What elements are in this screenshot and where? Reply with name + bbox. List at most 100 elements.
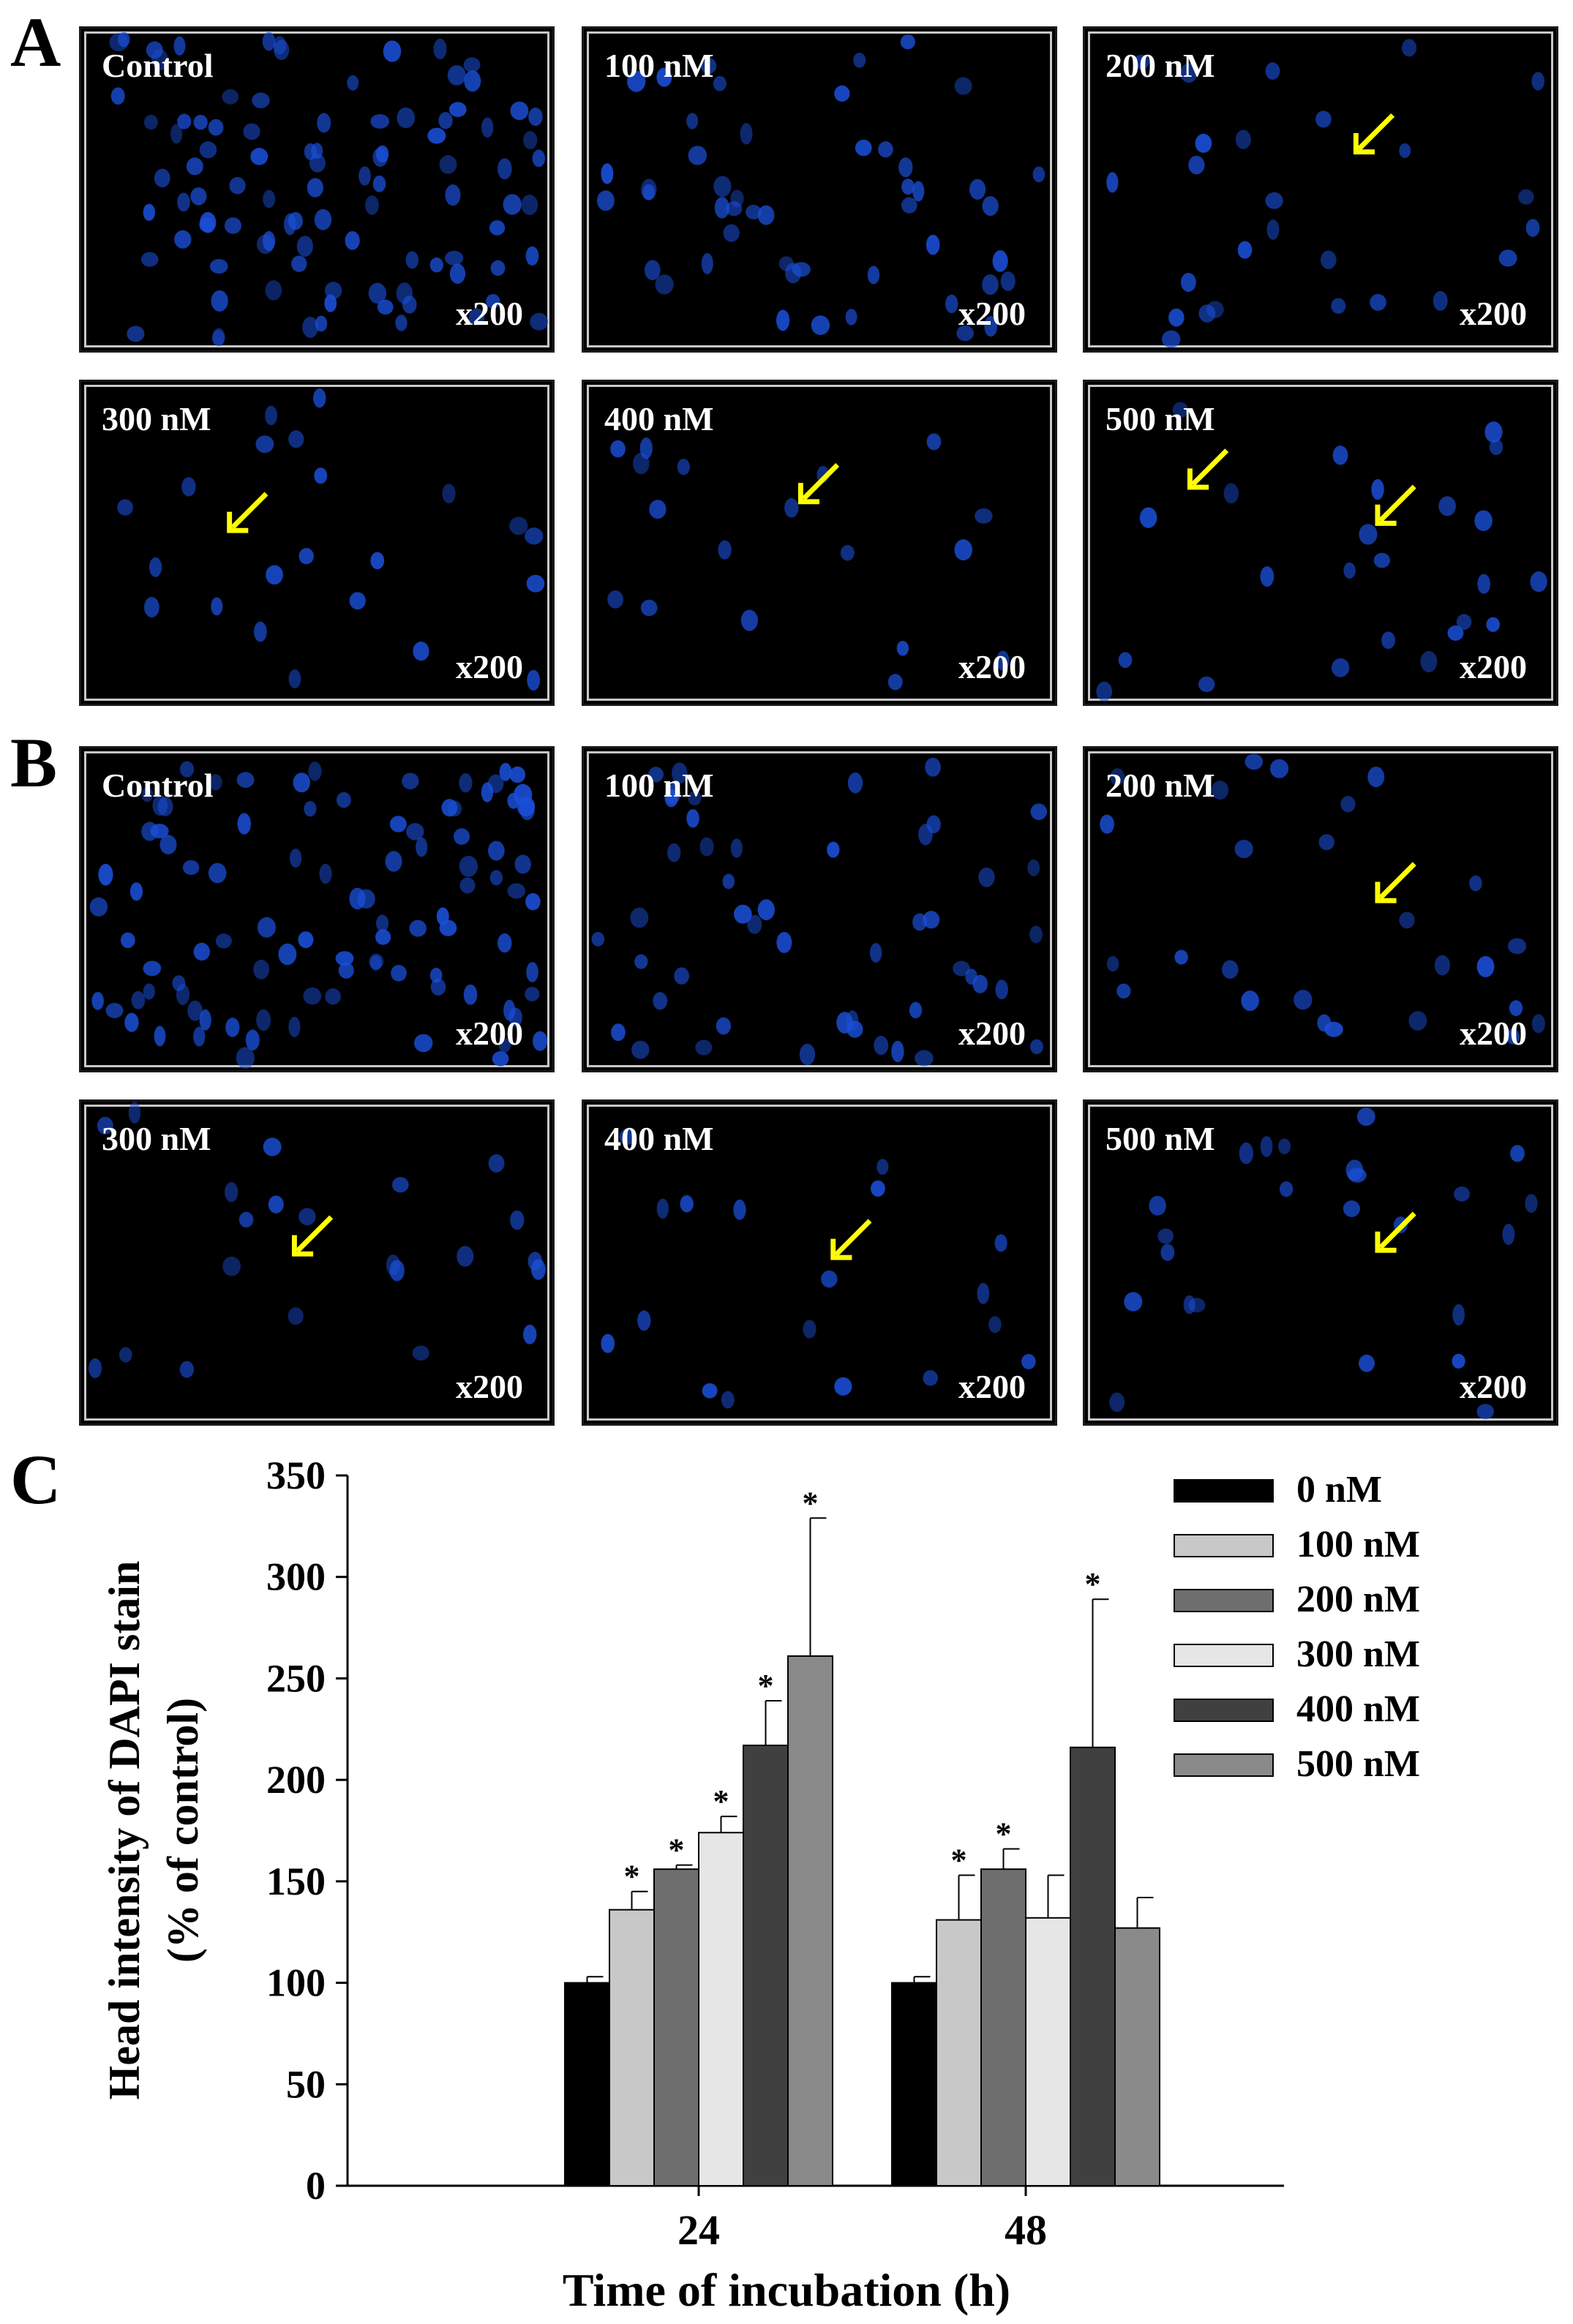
nucleus bbox=[1447, 625, 1464, 641]
nucleus bbox=[1454, 1187, 1471, 1202]
nucleus bbox=[713, 176, 732, 198]
nucleus bbox=[288, 1016, 301, 1037]
nucleus bbox=[253, 621, 267, 642]
micrograph-a-3: 200 nM x200 bbox=[1083, 26, 1558, 353]
nucleus bbox=[124, 1012, 139, 1032]
nucleus bbox=[186, 157, 203, 176]
nucleus bbox=[412, 1345, 429, 1361]
nucleus bbox=[611, 1023, 626, 1042]
nucleus bbox=[1332, 445, 1348, 465]
nucleus bbox=[377, 299, 394, 315]
nucleus bbox=[1223, 483, 1239, 504]
legend-label: 0 nM bbox=[1296, 1469, 1382, 1511]
nucleus bbox=[514, 854, 531, 874]
nucleus bbox=[109, 33, 129, 52]
nucleus bbox=[309, 154, 326, 173]
nucleus bbox=[1315, 110, 1332, 128]
nucleus bbox=[847, 772, 863, 794]
nucleus bbox=[722, 873, 735, 890]
nucleus bbox=[725, 201, 743, 217]
micrograph-b-2: 100 nM x200 bbox=[582, 746, 1057, 1072]
nucleus bbox=[1174, 949, 1188, 965]
nucleus bbox=[509, 766, 526, 783]
nucleus bbox=[257, 917, 276, 938]
nucleus bbox=[531, 1259, 546, 1280]
nucleus bbox=[140, 252, 159, 267]
bar bbox=[653, 1868, 699, 2186]
legend-label: 100 nM bbox=[1296, 1524, 1420, 1565]
nucleus bbox=[442, 484, 456, 504]
nucleus bbox=[688, 146, 707, 165]
nucleus bbox=[686, 809, 699, 828]
nucleus bbox=[637, 1310, 651, 1331]
nucleus bbox=[291, 255, 307, 272]
nucleus bbox=[925, 757, 941, 777]
nucleus bbox=[926, 433, 942, 451]
nucleus bbox=[528, 108, 543, 127]
nucleus bbox=[224, 217, 242, 234]
nucleus bbox=[699, 837, 714, 857]
nucleus bbox=[975, 508, 993, 524]
nucleus bbox=[900, 34, 915, 50]
nucleus bbox=[803, 1320, 816, 1339]
nucleus bbox=[255, 435, 274, 454]
nucleus bbox=[209, 774, 222, 791]
nucleus bbox=[525, 986, 540, 1001]
nucleus bbox=[127, 326, 145, 342]
nucleus bbox=[954, 539, 972, 561]
nuclei-stain-image bbox=[607, 433, 1010, 691]
yellow-arrow-icon bbox=[295, 1215, 334, 1253]
nucleus bbox=[510, 101, 529, 121]
nucleus bbox=[740, 123, 753, 145]
nucleus bbox=[1222, 960, 1239, 979]
nucleus bbox=[498, 933, 512, 953]
nucleus bbox=[1530, 571, 1547, 593]
nucleus bbox=[1510, 1145, 1525, 1162]
nucleus bbox=[98, 863, 113, 886]
nucleus bbox=[375, 914, 389, 932]
nucleus bbox=[527, 669, 541, 691]
nucleus bbox=[395, 315, 408, 331]
nucleus bbox=[370, 114, 390, 129]
nucleus bbox=[1371, 478, 1384, 500]
nucleus bbox=[525, 246, 539, 266]
nucleus bbox=[97, 1116, 113, 1135]
nucleus bbox=[1244, 753, 1264, 770]
nucleus bbox=[262, 31, 276, 51]
nucleus bbox=[416, 837, 428, 857]
nucleus bbox=[365, 195, 379, 215]
nucleus bbox=[315, 315, 328, 332]
image-condition-label: 400 nM bbox=[604, 1120, 714, 1157]
nucleus bbox=[1180, 63, 1198, 83]
nucleus bbox=[1160, 1244, 1175, 1261]
nucleus bbox=[427, 127, 446, 144]
nucleus bbox=[105, 1002, 124, 1018]
nucleus bbox=[1030, 803, 1048, 821]
nucleus bbox=[510, 1210, 525, 1230]
nucleus bbox=[177, 113, 192, 129]
nucleus bbox=[368, 282, 387, 304]
nucleus bbox=[1032, 166, 1045, 183]
nucleus bbox=[314, 467, 328, 484]
nuclei-stain-image bbox=[89, 761, 548, 1069]
legend-swatch bbox=[1174, 1479, 1274, 1503]
nucleus bbox=[413, 642, 429, 661]
y-tick-label: 50 bbox=[286, 2062, 326, 2106]
nuclei-stain-image bbox=[1100, 753, 1545, 1045]
nucleus bbox=[874, 1036, 889, 1056]
nucleus bbox=[672, 762, 688, 784]
nucleus bbox=[1265, 62, 1280, 80]
nucleus bbox=[799, 1043, 816, 1065]
legend-swatch bbox=[1174, 1699, 1274, 1722]
nucleus bbox=[1234, 839, 1253, 859]
nucleus bbox=[447, 65, 466, 86]
legend-swatch bbox=[1174, 1589, 1274, 1612]
nucleus bbox=[464, 70, 481, 92]
nucleus bbox=[827, 841, 840, 858]
nucleus bbox=[700, 58, 717, 74]
nucleus bbox=[747, 914, 762, 934]
nucleus bbox=[1109, 1392, 1125, 1413]
nucleus bbox=[1172, 402, 1188, 418]
micrograph-b-6: 500 nM x200 bbox=[1083, 1099, 1558, 1426]
nucleus bbox=[954, 77, 972, 95]
